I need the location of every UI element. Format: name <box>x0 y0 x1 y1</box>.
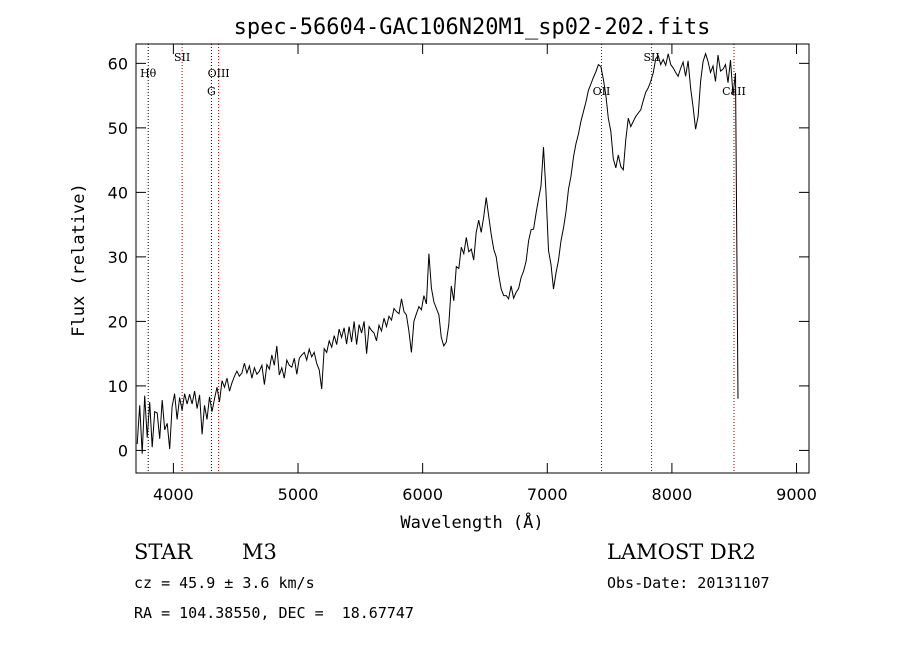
line-marker-label: OII <box>593 85 611 98</box>
y-tick-label: 50 <box>108 119 128 138</box>
spectrum-line <box>136 52 739 454</box>
x-tick-label: 5000 <box>278 485 319 504</box>
line-marker-label: G <box>207 85 216 98</box>
redshift-velocity: cz = 45.9 ± 3.6 km/s <box>134 574 315 592</box>
y-tick-label: 60 <box>108 54 128 73</box>
y-tick-label: 0 <box>118 441 128 460</box>
plot-frame <box>135 43 810 474</box>
x-tick-label: 8000 <box>652 485 693 504</box>
x-tick-label: 6000 <box>402 485 443 504</box>
sky-coordinates: RA = 104.38550, DEC = 18.67747 <box>134 604 414 622</box>
line-marker-label: CaII <box>722 85 746 98</box>
y-tick-label: 40 <box>108 183 128 202</box>
observation-date: Obs-Date: 20131107 <box>607 574 770 592</box>
x-tick-label: 7000 <box>527 485 568 504</box>
line-marker-label: SII <box>174 51 190 64</box>
survey-name: LAMOST DR2 <box>607 540 756 564</box>
y-tick-label: 20 <box>108 312 128 331</box>
y-axis-title: Flux (relative) <box>69 183 89 337</box>
object-class: STAR <box>134 540 193 564</box>
axis-ticks: 4000 5000 6000 7000 8000 9000 0 10 20 30 40 50 60 <box>108 44 817 504</box>
line-marker-label: Hθ <box>140 67 157 80</box>
x-tick-label: 4000 <box>153 485 194 504</box>
y-tick-label: 30 <box>108 248 128 267</box>
x-tick-label: 9000 <box>776 485 817 504</box>
x-axis-title: Wavelength (Å) <box>400 511 543 533</box>
y-tick-label: 10 <box>108 377 128 396</box>
chart-title: spec-56604-GAC106N20M1_sp02-202.fits <box>234 15 711 40</box>
object-subclass: M3 <box>242 540 277 564</box>
line-marker-label: OIII <box>208 67 230 80</box>
